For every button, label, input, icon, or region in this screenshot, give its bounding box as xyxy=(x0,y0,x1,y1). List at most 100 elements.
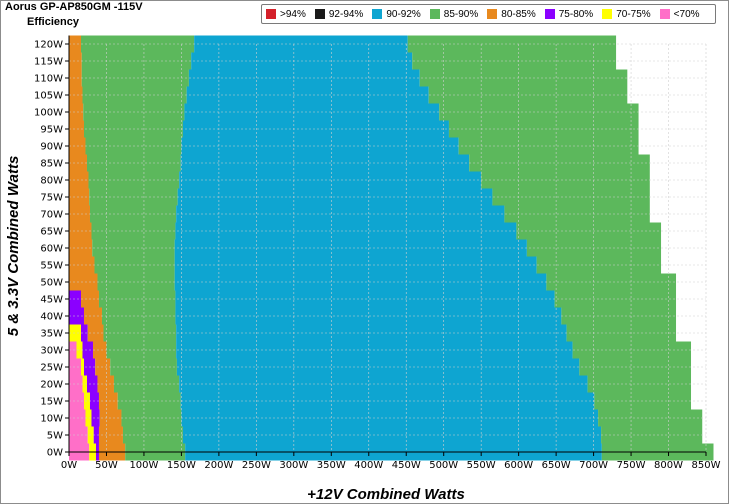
heatmap-cell-orange xyxy=(69,120,84,138)
heatmap-cell-purple xyxy=(91,409,100,427)
heatmap-cell-max xyxy=(407,35,617,53)
y-tick-label: 5W xyxy=(47,431,63,442)
heatmap-cell-max xyxy=(579,358,692,376)
x-axis-ticks: 0W 50W 100W 150W 200W 250W 300W 350W 400W 450W 500… xyxy=(61,35,721,471)
heatmap-cell-max xyxy=(601,426,703,444)
y-tick-label: 30W xyxy=(40,346,63,357)
y-axis-ticks: 0W 5W 10W 15W 20W 25W 30W 35W 40W 45W 50W 55W 60W 65W… xyxy=(34,40,69,459)
heatmap-cell-blue xyxy=(180,154,470,172)
x-tick-label: 550W xyxy=(467,460,496,471)
legend-label: 80-85% xyxy=(501,8,536,20)
chart-legend: >94% 92-94% 90-92% 85-90% 80-85% 75-80% 70-75%… xyxy=(261,4,716,24)
heatmap-cell-pink xyxy=(69,341,77,359)
y-tick-label: 105W xyxy=(34,91,63,102)
y-tick-label: 55W xyxy=(40,261,63,272)
heatmap-cell-green85low xyxy=(81,52,192,70)
legend-item: 90-92% xyxy=(372,8,421,20)
legend-label: <70% xyxy=(673,8,700,20)
heatmap-cell-yellow xyxy=(82,375,87,393)
x-tick-label: 300W xyxy=(279,460,308,471)
heatmap-cell-blue xyxy=(176,205,505,223)
heatmap-cell-purple xyxy=(80,324,88,342)
heatmap-cell-pink xyxy=(69,392,84,410)
legend-label: 70-75% xyxy=(616,8,651,20)
heatmap-cell-pink xyxy=(69,375,83,393)
heatmap-cell-blue xyxy=(186,86,429,104)
x-tick-label: 150W xyxy=(167,460,196,471)
heatmap-cell-blue xyxy=(174,273,547,291)
heatmap-cell-orange xyxy=(69,239,93,257)
y-tick-label: 35W xyxy=(40,329,63,340)
x-tick-label: 500W xyxy=(429,460,458,471)
y-tick-label: 85W xyxy=(40,159,63,170)
x-tick-label: 350W xyxy=(317,460,346,471)
y-tick-label: 65W xyxy=(40,227,63,238)
heatmap-cell-orange xyxy=(83,307,102,325)
heatmap-cell-green85low xyxy=(81,69,189,87)
y-tick-label: 120W xyxy=(34,40,63,51)
heatmap-cell-green85low xyxy=(121,409,182,427)
y-tick-label: 100W xyxy=(34,108,63,119)
x-tick-label: 100W xyxy=(129,460,158,471)
heatmap-cell-blue xyxy=(181,137,459,155)
x-tick-label: 0W xyxy=(61,460,77,471)
x-tick-label: 600W xyxy=(504,460,533,471)
heatmap-cell-yellow xyxy=(76,341,83,359)
heatmap-cell-blue xyxy=(188,69,420,87)
x-tick-label: 450W xyxy=(392,460,421,471)
heatmap-cell-max xyxy=(428,86,628,104)
heatmap-cell-max xyxy=(492,188,650,206)
heatmap-cell-blue xyxy=(182,426,602,444)
heatmap-cell-blue xyxy=(180,392,595,410)
y-tick-label: 0W xyxy=(47,448,63,459)
heatmap-cell-max xyxy=(572,341,692,359)
heatmap-cell-green85low xyxy=(122,426,183,444)
chart-title: Aorus GP-AP850GM -115V xyxy=(5,1,143,13)
heatmap-cell-orange xyxy=(69,188,90,206)
heatmap-cell-orange xyxy=(69,52,82,70)
y-axis-label: 5 & 3.3V Combined Watts xyxy=(5,156,22,337)
legend-swatch xyxy=(659,9,670,19)
x-tick-label: 750W xyxy=(617,460,646,471)
legend-item: 80-85% xyxy=(487,8,536,20)
y-tick-label: 80W xyxy=(40,176,63,187)
heatmap-cell-orange xyxy=(87,324,104,342)
heatmap-cell-blue xyxy=(184,103,440,121)
x-tick-label: 650W xyxy=(542,460,571,471)
heatmap-cell-purple xyxy=(86,375,98,393)
legend-label: >94% xyxy=(280,8,306,20)
heatmap-cell-orange xyxy=(69,273,98,291)
heatmap-cell-blue xyxy=(179,375,588,393)
heatmap-cell-green85low xyxy=(103,324,177,342)
heatmap-cell-max xyxy=(587,375,692,393)
heatmap-cell-blue xyxy=(175,307,562,325)
y-tick-label: 90W xyxy=(40,142,63,153)
heatmap-cell-orange xyxy=(69,205,90,223)
heatmap-cell-max xyxy=(516,222,662,240)
heatmap-cell-max xyxy=(469,154,650,172)
heatmap-cell-purple xyxy=(93,426,99,444)
y-tick-label: 20W xyxy=(40,380,63,391)
y-tick-label: 45W xyxy=(40,295,63,306)
heatmap-cell-max xyxy=(448,120,639,138)
legend-label: 75-80% xyxy=(558,8,594,20)
heatmap-cell-orange xyxy=(69,69,82,87)
legend-swatch xyxy=(372,9,383,19)
heatmap-cell-blue xyxy=(174,256,537,274)
plot-area xyxy=(69,35,714,461)
heatmap-cell-green85low xyxy=(110,358,177,376)
y-tick-label: 50W xyxy=(40,278,63,289)
heatmap-cell-orange xyxy=(98,392,118,410)
legend-label: 90-92% xyxy=(386,8,421,20)
legend-label: 85-90% xyxy=(443,8,479,20)
heatmap-cell-purple xyxy=(69,307,84,325)
y-tick-label: 95W xyxy=(40,125,63,136)
heatmap-cell-max xyxy=(419,69,628,87)
legend-swatch xyxy=(602,9,613,19)
legend-swatch xyxy=(266,9,276,19)
legend-item: >94% xyxy=(266,9,306,20)
heatmap-cell-green85low xyxy=(97,273,175,291)
y-tick-label: 10W xyxy=(40,414,63,425)
legend-item: 85-90% xyxy=(429,8,479,20)
